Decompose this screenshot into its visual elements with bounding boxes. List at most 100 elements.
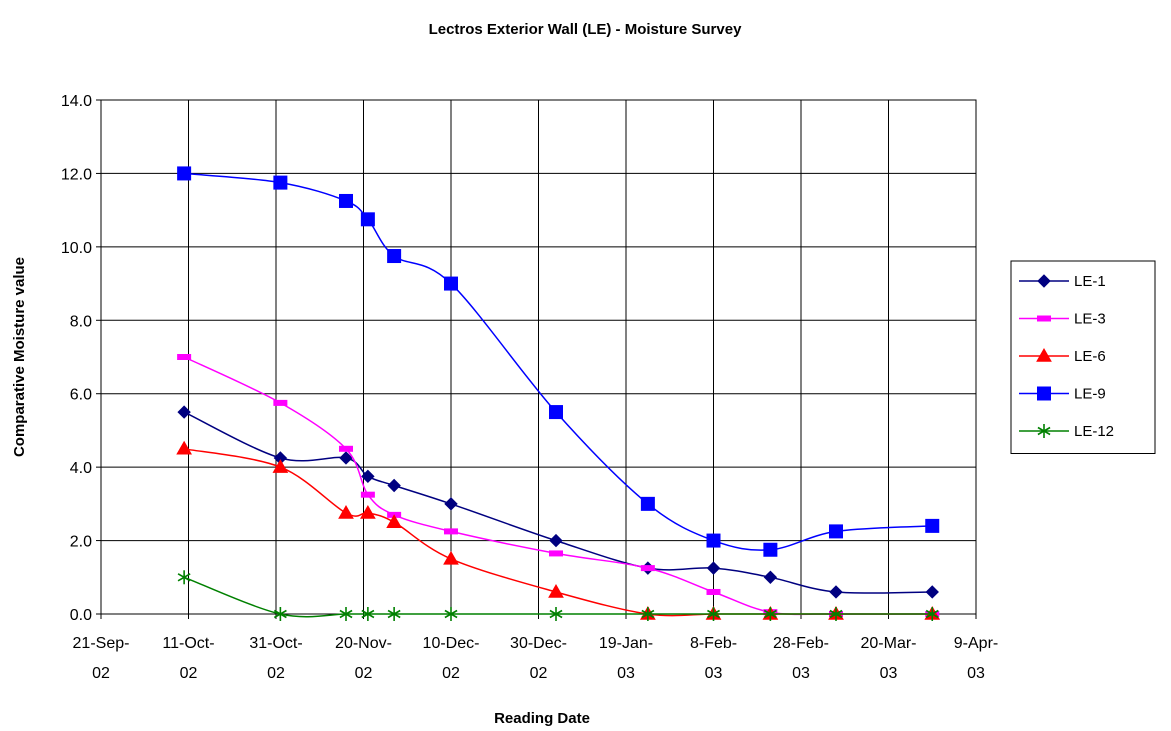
data-point-le-3 <box>273 399 288 406</box>
x-tick-label: 03 <box>792 665 810 682</box>
data-point-le-12 <box>641 607 655 621</box>
series-line-le-1 <box>183 411 933 594</box>
plot-area: 0.0 2.0 4.0 6.0 8.0 10.0 12.0 14.0 21-Sep- 02 11-O… <box>61 93 998 682</box>
data-point-le-12 <box>387 607 401 621</box>
x-tick-label: 03 <box>617 665 635 682</box>
x-tick-label: 02 <box>180 665 198 682</box>
data-point-le-12 <box>829 607 843 621</box>
data-point-le-1 <box>339 451 353 465</box>
legend-marker-le-9 <box>1037 386 1051 401</box>
data-point-le-9 <box>444 276 458 291</box>
y-tick-label: 12.0 <box>61 166 92 183</box>
data-point-le-1 <box>706 561 721 575</box>
y-tick-label: 10.0 <box>61 240 92 257</box>
legend: LE-1 LE-3 LE-6 LE-9 LE-12 <box>1010 260 1156 454</box>
x-axis-title: Reading Date <box>494 710 590 727</box>
data-point-le-12 <box>763 607 777 621</box>
data-point-le-9 <box>273 175 288 190</box>
data-point-le-3 <box>706 588 721 595</box>
x-tick-label: 02 <box>92 665 110 682</box>
data-point-le-1 <box>444 497 458 511</box>
data-point-le-1 <box>763 570 778 584</box>
legend-label-le-12: LE-12 <box>1074 423 1114 440</box>
data-point-le-1 <box>387 478 401 493</box>
x-tick-label: 02 <box>530 665 548 682</box>
x-tick-label: 30-Dec- <box>510 635 567 652</box>
legend-box <box>1010 260 1156 454</box>
data-point-le-3 <box>444 528 458 535</box>
data-point-le-6 <box>360 505 376 519</box>
data-point-le-12 <box>177 570 191 585</box>
x-tick-label: 03 <box>705 665 723 682</box>
data-point-le-6 <box>338 505 354 519</box>
x-tick-label: 03 <box>880 665 898 682</box>
y-tick-label: 4.0 <box>70 460 92 477</box>
legend-label-le-3: LE-3 <box>1074 311 1106 328</box>
data-point-le-12 <box>361 607 375 621</box>
series-le-9 <box>177 166 940 557</box>
x-tick-label: 20-Nov- <box>335 635 392 652</box>
data-point-le-3 <box>640 565 655 572</box>
data-point-le-9 <box>549 405 563 420</box>
data-point-le-12 <box>707 607 720 621</box>
data-point-le-1 <box>829 585 843 599</box>
data-point-le-6 <box>443 550 459 565</box>
data-point-le-3 <box>339 445 353 452</box>
y-tick-label: 14.0 <box>61 93 92 110</box>
data-point-le-3 <box>549 550 563 557</box>
x-tick-label: 11-Oct- <box>162 635 214 652</box>
x-tick-label: 31-Oct- <box>249 635 302 652</box>
x-tick-label: 02 <box>267 665 285 682</box>
data-point-le-9 <box>925 518 940 533</box>
data-point-le-1 <box>177 405 191 419</box>
data-point-le-6 <box>272 459 289 473</box>
series-le-1 <box>177 405 939 599</box>
y-axis-title: Comparative Moisture value <box>11 257 28 457</box>
y-tick-label: 8.0 <box>70 313 92 330</box>
data-point-le-12 <box>273 607 287 621</box>
data-point-le-9 <box>177 166 192 181</box>
data-point-le-6 <box>548 583 564 598</box>
data-point-le-12 <box>925 607 939 621</box>
x-tick-label: 8-Feb- <box>690 635 737 652</box>
legend-label-le-9: LE-9 <box>1074 386 1106 403</box>
chart-title: Lectros Exterior Wall (LE) - Moisture Su… <box>429 21 743 38</box>
x-tick-label: 02 <box>355 665 373 682</box>
data-point-le-9 <box>706 533 721 548</box>
y-tick-label: 2.0 <box>70 534 92 551</box>
legend-label-le-1: LE-1 <box>1074 273 1106 290</box>
y-tick-label: 0.0 <box>70 607 92 624</box>
legend-marker-le-12 <box>1037 424 1051 438</box>
x-tick-label: 03 <box>967 665 985 682</box>
x-tick-label: 28-Feb- <box>773 635 829 652</box>
data-point-le-3 <box>360 491 375 498</box>
data-point-le-9 <box>339 193 353 208</box>
x-tick-label: 10-Dec- <box>423 635 480 652</box>
data-point-le-9 <box>387 249 402 264</box>
legend-marker-le-3 <box>1037 315 1051 322</box>
data-point-le-1 <box>549 533 563 548</box>
data-point-le-9 <box>763 542 778 557</box>
x-tick-label: 20-Mar- <box>860 635 916 652</box>
x-tick-label: 9-Apr- <box>954 635 998 652</box>
data-point-le-12 <box>549 607 563 621</box>
data-point-le-6 <box>386 514 402 528</box>
data-point-le-3 <box>177 354 192 360</box>
data-point-le-1 <box>925 585 939 599</box>
data-point-le-12 <box>444 607 458 621</box>
series-line-le-12 <box>183 576 933 618</box>
y-tick-label: 6.0 <box>70 387 92 404</box>
x-tick-label: 19-Jan- <box>599 635 653 652</box>
series-le-12 <box>177 570 939 621</box>
data-point-le-1 <box>361 469 375 484</box>
legend-label-le-6: LE-6 <box>1074 348 1106 365</box>
data-point-le-9 <box>829 524 843 539</box>
data-point-le-9 <box>640 496 655 511</box>
legend-marker-le-1 <box>1037 274 1051 288</box>
x-tick-label: 21-Sep- <box>73 635 130 652</box>
data-point-le-6 <box>176 440 192 455</box>
x-tick-label: 02 <box>442 665 460 682</box>
data-point-le-9 <box>360 212 375 227</box>
legend-marker-le-6 <box>1036 347 1052 362</box>
